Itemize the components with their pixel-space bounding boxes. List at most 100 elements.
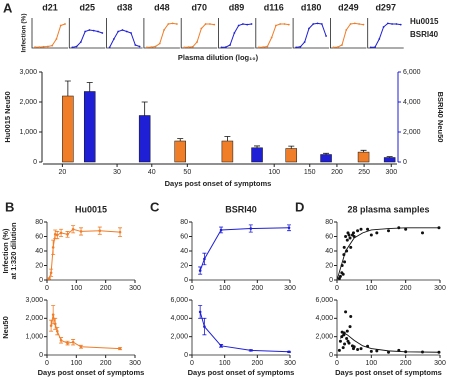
- error-bar: [141, 101, 148, 116]
- y-tick-label: 40: [325, 248, 333, 255]
- y-tick-label: 60: [180, 233, 188, 240]
- x-tick-label: 300: [129, 285, 141, 292]
- panel-label: d180: [301, 2, 322, 12]
- point: [163, 29, 165, 31]
- point: [229, 44, 231, 46]
- point: [53, 322, 57, 326]
- y-axis-label: Neu50: [1, 316, 10, 339]
- point: [108, 46, 111, 49]
- curve: [221, 23, 252, 48]
- error-bar: [386, 156, 393, 158]
- x-tick-label: 300: [385, 169, 397, 176]
- y-tick-label: 0: [33, 159, 37, 166]
- point: [303, 41, 306, 43]
- point: [75, 45, 78, 48]
- point: [287, 350, 291, 354]
- point: [71, 340, 75, 344]
- point: [79, 230, 83, 233]
- point: [55, 38, 58, 40]
- point: [64, 23, 66, 25]
- point: [279, 23, 282, 25]
- point: [59, 339, 63, 342]
- y2-axis-label: BSRI40 Neu50: [436, 92, 445, 143]
- curve: [296, 22, 327, 48]
- x-tick-label: 30: [113, 169, 121, 176]
- y-axis-label: Infection (%): [21, 14, 28, 53]
- point: [146, 46, 148, 49]
- y2-tick-label: 4,000: [403, 99, 421, 106]
- point: [233, 32, 236, 34]
- y-tick-label: 3,000: [19, 69, 37, 76]
- error-bar: [86, 82, 93, 92]
- point: [359, 347, 363, 351]
- panel-letter: D: [295, 199, 304, 214]
- point: [325, 35, 327, 37]
- axis: [180, 18, 218, 49]
- bar: [320, 154, 332, 163]
- y-tick-label: 1,000: [19, 129, 37, 136]
- point: [295, 46, 297, 49]
- point: [359, 227, 363, 231]
- point: [257, 46, 260, 49]
- point: [55, 233, 59, 237]
- axis: [330, 18, 367, 49]
- bar: [62, 95, 74, 163]
- point: [97, 30, 99, 33]
- panel-label: d89: [229, 2, 245, 12]
- point: [98, 229, 102, 232]
- curve: [258, 23, 289, 48]
- point: [375, 349, 379, 353]
- bar: [383, 157, 396, 163]
- point: [167, 23, 170, 25]
- point: [138, 45, 141, 48]
- y-tick-label: 6,000: [170, 297, 188, 304]
- x-tick-label: 0: [190, 360, 194, 367]
- bar: [251, 147, 263, 163]
- x-tick-label: 200: [100, 285, 112, 292]
- x-tick-label: 300: [434, 360, 446, 367]
- y-axis-label: Infection (%): [1, 228, 10, 273]
- point: [312, 23, 315, 25]
- x-tick-label: 0: [335, 360, 339, 367]
- axes: [191, 222, 290, 281]
- y-tick-label: 0: [184, 277, 188, 284]
- bar: [83, 91, 96, 163]
- point: [47, 277, 51, 280]
- point: [287, 23, 290, 26]
- error-bar: [288, 145, 295, 149]
- curve: [370, 22, 401, 48]
- bar: [174, 140, 186, 163]
- point: [130, 32, 132, 34]
- x-tick-label: 0: [45, 285, 49, 292]
- point: [71, 227, 75, 231]
- curve: [72, 29, 103, 48]
- x-tick-label: 300: [434, 285, 446, 292]
- y-tick-label: 40: [180, 248, 188, 255]
- y-tick-label: 0: [39, 277, 43, 284]
- axis: [68, 18, 106, 49]
- point: [348, 325, 352, 329]
- x-tick-label: 100: [365, 360, 377, 367]
- point: [71, 46, 74, 49]
- axis: [255, 18, 292, 49]
- point: [42, 45, 45, 48]
- line: [50, 314, 121, 350]
- point: [387, 229, 390, 233]
- panel-label: d38: [117, 2, 133, 12]
- panel-label: d116: [264, 2, 284, 12]
- point: [92, 29, 95, 32]
- x-tick-label: 200: [400, 285, 412, 292]
- point: [117, 30, 120, 33]
- point: [187, 46, 190, 48]
- y-tick-label: 80: [35, 219, 43, 226]
- x-tick-label: 0: [190, 285, 194, 292]
- error-bar: [224, 136, 231, 141]
- point: [320, 23, 323, 25]
- curve: [109, 29, 140, 48]
- point: [420, 231, 424, 235]
- point: [345, 238, 349, 242]
- y-tick-label: 20: [325, 262, 333, 269]
- point: [316, 22, 319, 25]
- error-bar: [360, 149, 367, 153]
